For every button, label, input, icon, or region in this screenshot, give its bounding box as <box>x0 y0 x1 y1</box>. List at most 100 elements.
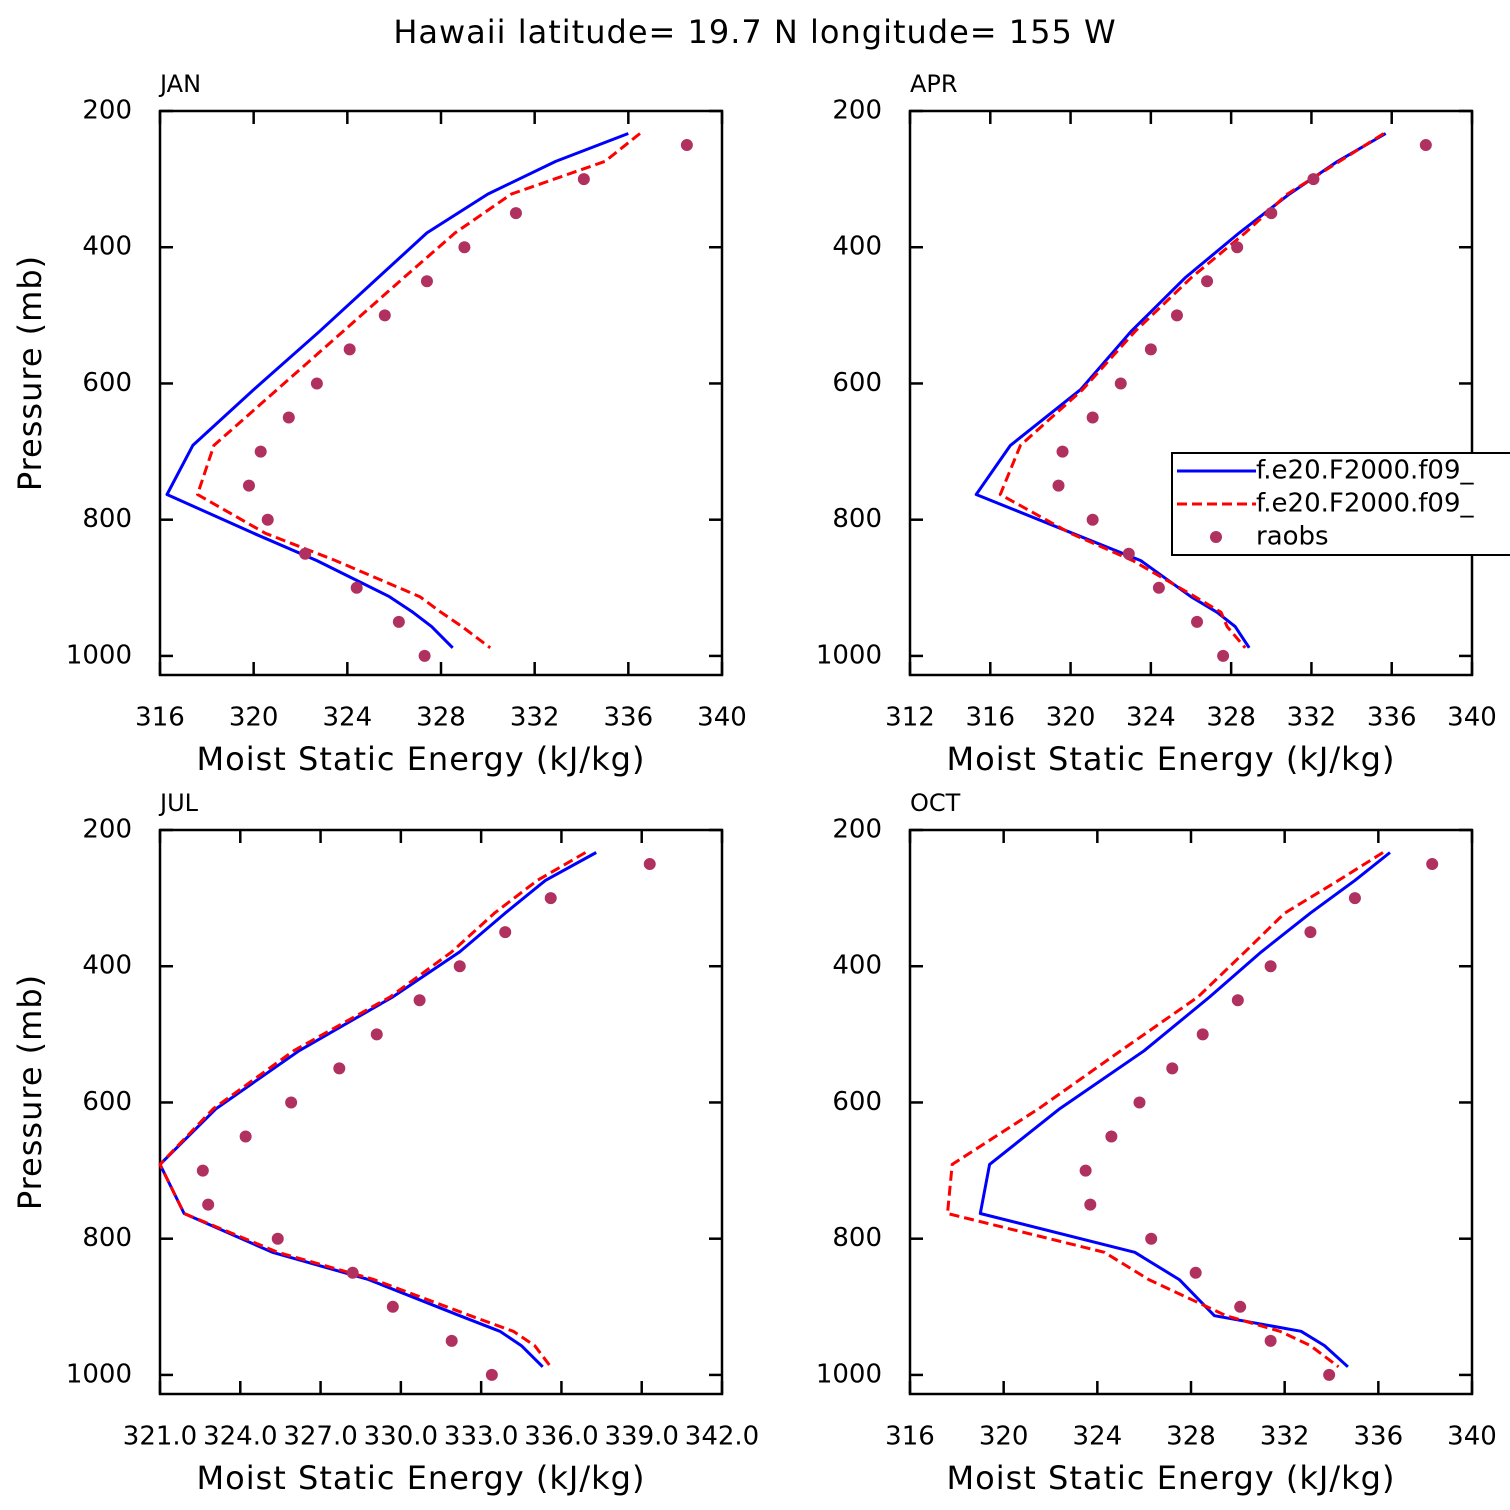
y-axis-label: Pressure (mb) <box>11 974 49 1210</box>
data-point <box>370 1028 383 1041</box>
x-tick-label: 328 <box>1166 1422 1216 1452</box>
data-point <box>1189 1266 1202 1279</box>
data-point <box>202 1198 215 1211</box>
panel: 200 400 600 800 1000 316 320 324 328 332 336 340 OCT… <box>816 789 1497 1497</box>
y-tick-label: 400 <box>82 232 132 262</box>
data-point <box>453 960 466 973</box>
y-tick-label: 1000 <box>816 1359 882 1389</box>
y-tick-label: 800 <box>832 1223 882 1253</box>
x-tick-label: 332 <box>510 703 560 733</box>
y-axis-label: Pressure (mb) <box>11 255 49 491</box>
panel-title: OCT <box>910 789 961 817</box>
x-tick-label: 336 <box>604 703 654 733</box>
x-tick-label: 332 <box>1260 1422 1310 1452</box>
data-point <box>1307 173 1320 186</box>
data-point <box>1105 1130 1118 1143</box>
data-point <box>509 207 522 220</box>
data-point <box>310 377 323 390</box>
series-line <box>974 132 1387 649</box>
x-tick-label: 336 <box>1354 1422 1404 1452</box>
series-line <box>946 851 1384 1368</box>
data-point <box>1133 1096 1146 1109</box>
y-tick-label: 800 <box>82 1223 132 1253</box>
x-tick-label: 316 <box>135 703 185 733</box>
series-line <box>998 132 1385 649</box>
data-point <box>1122 547 1135 560</box>
y-tick-label: 600 <box>832 368 882 398</box>
legend-marker <box>1210 531 1222 543</box>
y-tick-label: 800 <box>82 504 132 534</box>
x-tick-label: 330.0 <box>364 1422 438 1452</box>
x-tick-label: 336 <box>1367 703 1417 733</box>
x-tick-label: 336.0 <box>524 1422 598 1452</box>
data-point <box>1323 1368 1336 1381</box>
data-point <box>261 513 274 526</box>
x-tick-label: 328 <box>416 703 466 733</box>
x-tick-label: 324 <box>323 703 373 733</box>
panel: 200 400 600 800 1000 312 316 320 324 328 332 336 340… <box>816 70 1510 778</box>
data-point <box>346 1266 359 1279</box>
data-point <box>254 445 267 458</box>
series-line <box>158 851 587 1368</box>
x-tick-label: 340 <box>697 703 747 733</box>
data-point <box>1264 960 1277 973</box>
data-point <box>1052 479 1065 492</box>
panel: 200 400 600 800 1000 316 320 324 328 332 336 340 JAN… <box>11 70 747 778</box>
data-point <box>1426 858 1439 871</box>
y-tick-label: 600 <box>82 1087 132 1117</box>
data-point <box>418 649 431 662</box>
data-point <box>1056 445 1069 458</box>
y-tick-label: 1000 <box>66 1359 132 1389</box>
x-tick-label: 333.0 <box>444 1422 518 1452</box>
y-tick-label: 200 <box>832 815 882 845</box>
data-point <box>1191 615 1204 628</box>
x-tick-label: 320 <box>229 703 279 733</box>
data-point <box>343 343 356 356</box>
data-point <box>1201 275 1214 288</box>
data-point <box>499 926 512 939</box>
legend-label: f.e20.F2000.f09_ <box>1256 489 1474 519</box>
x-axis-label: Moist Static Energy (kJ/kg) <box>947 1459 1396 1497</box>
legend-label: f.e20.F2000.f09_ <box>1256 456 1474 486</box>
data-point <box>242 479 255 492</box>
x-tick-label: 312 <box>885 703 935 733</box>
data-point <box>1114 377 1127 390</box>
y-tick-label: 1000 <box>816 640 882 670</box>
data-point <box>680 139 693 152</box>
data-point <box>1144 343 1157 356</box>
x-tick-label: 340 <box>1447 703 1497 733</box>
data-point <box>392 615 405 628</box>
x-axis-label: Moist Static Energy (kJ/kg) <box>947 740 1396 778</box>
y-tick-label: 1000 <box>66 640 132 670</box>
x-tick-label: 321.0 <box>123 1422 197 1452</box>
x-tick-label: 328 <box>1206 703 1256 733</box>
data-point <box>1145 1232 1158 1245</box>
x-tick-label: 327.0 <box>283 1422 357 1452</box>
x-tick-label: 316 <box>965 703 1015 733</box>
y-tick-label: 200 <box>82 815 132 845</box>
data-point <box>239 1130 252 1143</box>
panel-title: JUL <box>158 789 199 817</box>
data-point <box>1348 892 1361 905</box>
plot-frame <box>908 828 1474 1396</box>
data-point <box>1234 1300 1247 1313</box>
legend-label: raobs <box>1256 522 1329 552</box>
data-point <box>577 173 590 186</box>
series-line <box>196 132 641 649</box>
plot-frame <box>158 828 724 1396</box>
data-point <box>413 994 426 1007</box>
y-tick-label: 200 <box>832 96 882 126</box>
y-tick-label: 400 <box>832 232 882 262</box>
data-point <box>643 858 656 871</box>
x-tick-label: 316 <box>885 1422 935 1452</box>
data-point <box>299 547 312 560</box>
series-line <box>165 132 629 649</box>
panel-title: JAN <box>158 70 201 98</box>
figure-title: Hawaii latitude= 19.7 N longitude= 155 W <box>393 13 1116 51</box>
data-point <box>1086 411 1099 424</box>
data-point <box>350 581 363 594</box>
data-point <box>1084 1198 1097 1211</box>
data-point <box>1079 1164 1092 1177</box>
data-point <box>1166 1062 1179 1075</box>
